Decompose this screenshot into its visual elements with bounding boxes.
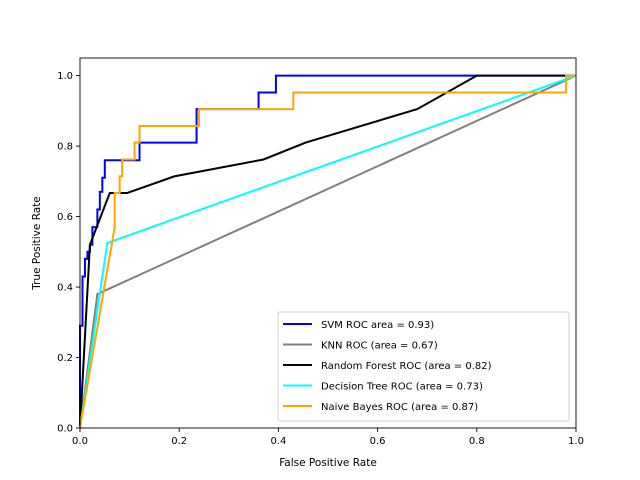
x-tick-label: 1.0	[568, 436, 584, 447]
legend-label-2: Random Forest ROC (area = 0.82)	[321, 361, 492, 372]
legend: SVM ROC area = 0.93) KNN ROC (area = 0.67…	[277, 311, 570, 422]
series-line-3	[79, 74, 577, 429]
y-tick-label: 0.8	[57, 142, 73, 153]
legend-label-3: Decision Tree ROC (area = 0.73)	[321, 381, 483, 392]
x-tick-label: 0.6	[370, 436, 386, 447]
x-tick-label: 0.4	[270, 436, 286, 447]
x-tick-label: 0.0	[72, 436, 88, 447]
legend-label-1: KNN ROC (area = 0.67)	[321, 340, 438, 351]
x-axis-ticks: 0.0 0.2 0.4 0.6 0.8 1.0	[72, 428, 584, 447]
y-axis-ticks: 0.0 0.2 0.4 0.6 0.8 1.0	[57, 71, 80, 435]
series-layer	[79, 74, 577, 429]
legend-label-4: Naive Bayes ROC (area = 0.87)	[321, 402, 478, 413]
legend-label-0: SVM ROC area = 0.93)	[321, 320, 434, 331]
y-tick-label: 1.0	[57, 71, 73, 82]
x-tick-label: 0.8	[469, 436, 485, 447]
y-tick-label: 0.2	[57, 353, 73, 364]
legend-frame	[277, 311, 570, 422]
y-tick-label: 0.4	[57, 283, 73, 294]
y-axis-label: True Positive Rate	[31, 196, 43, 291]
series-line-4	[79, 74, 576, 429]
axes-frame	[79, 57, 577, 429]
x-axis-label: False Positive Rate	[279, 457, 377, 469]
x-tick-label: 0.2	[171, 436, 187, 447]
y-tick-label: 0.0	[57, 424, 73, 435]
y-tick-label: 0.6	[57, 212, 73, 223]
